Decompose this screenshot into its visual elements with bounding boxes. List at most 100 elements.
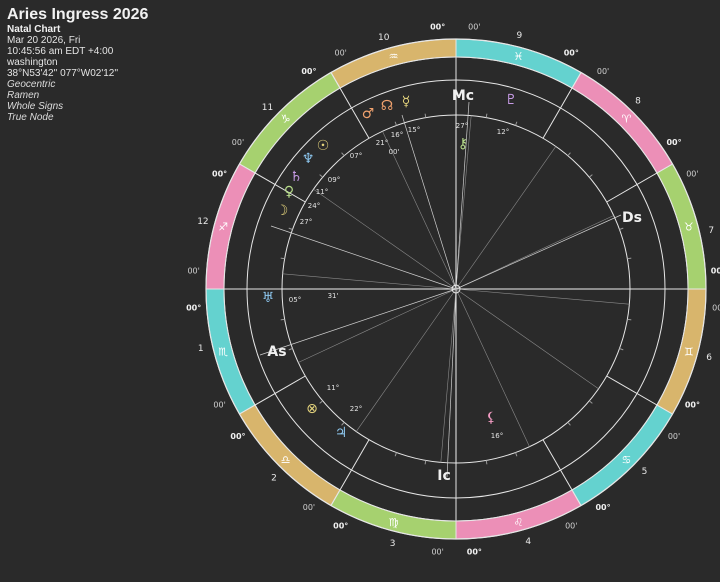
cusp-minute-label: 00' bbox=[686, 170, 698, 179]
sign-boundary bbox=[606, 375, 673, 415]
degree-tick bbox=[567, 152, 571, 157]
degree-tick bbox=[280, 318, 285, 321]
degree-tick bbox=[341, 421, 345, 426]
sign-boundary bbox=[606, 163, 673, 203]
cusp-degree-label: 00° bbox=[564, 49, 579, 58]
degree-tick bbox=[588, 174, 593, 178]
option-geocentric: Geocentric bbox=[7, 79, 56, 90]
zodiac-sign-glyph: ♑ bbox=[281, 113, 291, 126]
house-number: 9 bbox=[517, 31, 523, 41]
degree-tick bbox=[619, 227, 624, 230]
house-cusp-line bbox=[455, 288, 530, 447]
degree-tick bbox=[567, 421, 571, 426]
planet-glyph: ♆ bbox=[302, 151, 315, 167]
planet-glyph: ♃ bbox=[335, 425, 348, 441]
house-number: 12 bbox=[197, 217, 208, 227]
house-number: 3 bbox=[390, 539, 396, 549]
degree-tick bbox=[288, 348, 293, 351]
planet-glyph: ⊗ bbox=[306, 401, 318, 417]
planet-glyph: ♄ bbox=[290, 169, 303, 185]
cusp-degree-label: 00° bbox=[685, 400, 700, 409]
house-cusp-line bbox=[282, 273, 457, 290]
aspect-line bbox=[270, 225, 457, 290]
degree-tick bbox=[627, 257, 632, 260]
planet-degree-label: 11° bbox=[316, 188, 328, 196]
house-number: 7 bbox=[708, 226, 714, 236]
planet-glyph: ♇ bbox=[505, 92, 518, 108]
planet-glyph: ☿ bbox=[402, 94, 411, 110]
degree-tick bbox=[485, 113, 488, 118]
planet-degree-label: 27° bbox=[456, 122, 468, 130]
planet-glyph: ☊ bbox=[381, 98, 393, 114]
house-cusp-line bbox=[455, 146, 557, 290]
aspect-line bbox=[455, 101, 470, 290]
zodiac-sign-glyph: ♊ bbox=[684, 345, 694, 358]
zodiac-sign-glyph: ♐ bbox=[218, 221, 228, 234]
cusp-minute-label: 00' bbox=[668, 432, 680, 441]
angle-label: Mc bbox=[452, 88, 474, 104]
chart-header: Aries Ingress 2026 Natal Chart Mar 20 20… bbox=[7, 5, 148, 123]
chart-date: Mar 20 2026, Fri bbox=[7, 35, 81, 46]
cusp-minute-label: 00' bbox=[565, 521, 577, 530]
zodiac-sign-glyph: ♏ bbox=[218, 345, 228, 358]
option-whole-signs: Whole Signs bbox=[7, 101, 64, 112]
cusp-degree-label: 00° bbox=[230, 432, 245, 441]
option-ramen: Ramen bbox=[7, 90, 40, 101]
house-cusp-line bbox=[455, 288, 599, 390]
cusp-minute-label: 00' bbox=[431, 547, 443, 556]
cusp-minute-label: 00' bbox=[303, 503, 315, 512]
sign-boundary bbox=[542, 439, 582, 506]
cusp-minute-label: 00' bbox=[597, 67, 609, 76]
cusp-minute-label: 00' bbox=[232, 138, 244, 147]
degree-tick bbox=[280, 257, 285, 260]
degree-tick bbox=[394, 121, 397, 126]
planet-glyph: ♀ bbox=[284, 184, 294, 200]
planet-degree-label: 16° bbox=[491, 432, 503, 440]
planet-degree-label: 07° bbox=[350, 152, 362, 160]
house-number: 4 bbox=[525, 537, 531, 547]
cusp-degree-label: 00° bbox=[666, 138, 681, 147]
zodiac-sign-glyph: ♈ bbox=[621, 113, 631, 126]
planet-degree-label: 22° bbox=[350, 405, 362, 413]
zodiac-sign-glyph: ♎ bbox=[281, 453, 291, 466]
planet-minute-label: 31' bbox=[328, 292, 339, 300]
planet-glyph: ♅ bbox=[262, 290, 275, 306]
option-true-node: True Node bbox=[7, 112, 54, 123]
planet-degree-label: 12° bbox=[497, 128, 509, 136]
chart-subtitle: Natal Chart bbox=[7, 24, 61, 35]
degree-tick bbox=[341, 152, 345, 157]
degree-tick bbox=[588, 400, 593, 404]
cusp-degree-label: 00° bbox=[711, 267, 720, 276]
degree-tick bbox=[515, 121, 518, 126]
house-number: 5 bbox=[642, 467, 648, 477]
planet-glyph: ♂ bbox=[362, 106, 375, 122]
planet-degree-label: 11° bbox=[327, 384, 339, 392]
chart-time: 10:45:56 am EDT +4:00 bbox=[7, 46, 114, 57]
cusp-minute-label: 00' bbox=[712, 303, 720, 312]
chart-place: washington bbox=[7, 57, 58, 68]
zodiac-sign-glyph: ♋ bbox=[621, 453, 631, 466]
planet-glyph: ☽ bbox=[276, 203, 289, 219]
planet-degree-label: 05° bbox=[289, 296, 301, 304]
planet-glyph: ⚸ bbox=[486, 410, 496, 426]
sign-boundary bbox=[330, 72, 370, 139]
cusp-degree-label: 00° bbox=[212, 170, 227, 179]
planet-degree-label: 16° bbox=[391, 131, 403, 139]
cusp-minute-label: 00' bbox=[187, 267, 199, 276]
house-number: 10 bbox=[378, 33, 390, 43]
cusp-minute-label: 00' bbox=[468, 23, 480, 32]
sign-boundary bbox=[239, 375, 306, 415]
planet-degree-label: 24° bbox=[308, 202, 320, 210]
degree-tick bbox=[627, 318, 632, 321]
house-number: 6 bbox=[706, 353, 712, 363]
sign-boundary bbox=[239, 163, 306, 203]
cusp-degree-label: 00° bbox=[186, 303, 201, 312]
angle-label: As bbox=[267, 344, 286, 360]
planet-degree-label: 27° bbox=[300, 218, 312, 226]
house-cusp-line bbox=[455, 215, 614, 290]
angle-label: Ic bbox=[437, 468, 451, 484]
cusp-degree-label: 00° bbox=[467, 547, 482, 556]
planet-degree-label: 21° bbox=[376, 139, 388, 147]
planet-degree-label: 15° bbox=[408, 126, 420, 134]
